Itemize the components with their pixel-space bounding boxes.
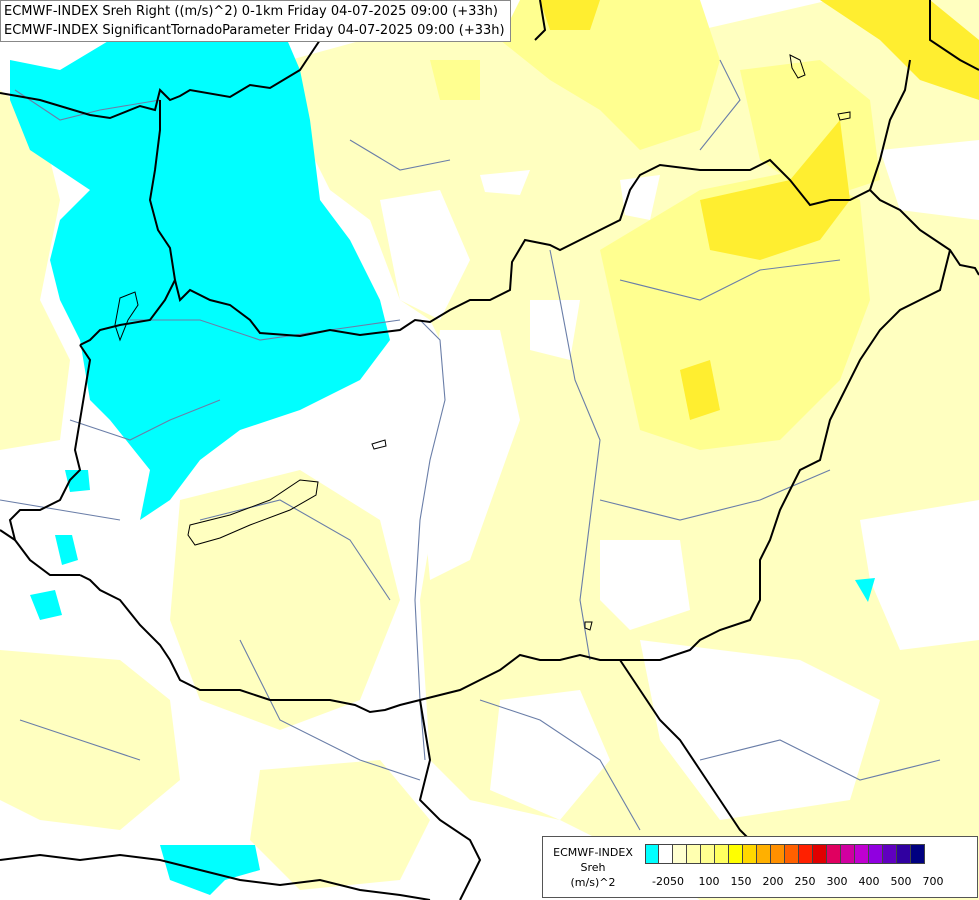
legend-swatch (883, 844, 897, 864)
legend-tick-label: 100 (698, 875, 720, 888)
lakes (114, 54, 851, 631)
legend-tick-label: 150 (730, 875, 752, 888)
legend-tick-label: 50 (670, 875, 684, 888)
legend-tick-label: 400 (858, 875, 880, 888)
legend-tick-label: 500 (890, 875, 912, 888)
legend-swatch (701, 844, 715, 864)
legend-tick-label: 250 (794, 875, 816, 888)
legend-ticks: -20 50 100 150 200 250 300 400 500 700 (645, 875, 975, 891)
legend-label: ECMWF-INDEX Sreh (m/s)^2 (543, 845, 643, 890)
legend-swatch (855, 844, 869, 864)
legend-swatch (729, 844, 743, 864)
legend-swatch (757, 844, 771, 864)
title-line-1: ECMWF-INDEX Sreh Right ((m/s)^2) 0-1km F… (4, 4, 498, 19)
legend-swatch (841, 844, 855, 864)
legend-swatch (799, 844, 813, 864)
color-legend: ECMWF-INDEX Sreh (m/s)^2 -20 50 100 150 200 2… (542, 836, 978, 898)
sreh-field-cyan (10, 0, 875, 895)
legend-swatch (645, 844, 659, 864)
legend-swatch (673, 844, 687, 864)
sreh-field-white (380, 140, 979, 820)
legend-swatch (813, 844, 827, 864)
legend-swatch (743, 844, 757, 864)
legend-swatch (715, 844, 729, 864)
legend-swatch (687, 844, 701, 864)
legend-tick-label: 700 (922, 875, 944, 888)
legend-variable: Sreh (580, 861, 606, 874)
legend-swatch (771, 844, 785, 864)
legend-source: ECMWF-INDEX (553, 846, 633, 859)
legend-tick-label: 200 (762, 875, 784, 888)
map-title: ECMWF-INDEX Sreh Right ((m/s)^2) 0-1km F… (0, 0, 511, 42)
legend-color-bar (645, 844, 925, 866)
legend-swatch (659, 844, 673, 864)
legend-tick-label: -20 (652, 875, 670, 888)
legend-swatch (897, 844, 911, 864)
legend-unit: (m/s)^2 (570, 876, 616, 889)
sreh-field-strong (540, 0, 979, 420)
legend-swatch (869, 844, 883, 864)
rivers (0, 59, 941, 831)
legend-swatch (785, 844, 799, 864)
legend-swatch (827, 844, 841, 864)
title-line-2: ECMWF-INDEX SignificantTornadoParameter … (4, 23, 505, 38)
legend-swatch (911, 844, 925, 864)
legend-tick-label: 300 (826, 875, 848, 888)
